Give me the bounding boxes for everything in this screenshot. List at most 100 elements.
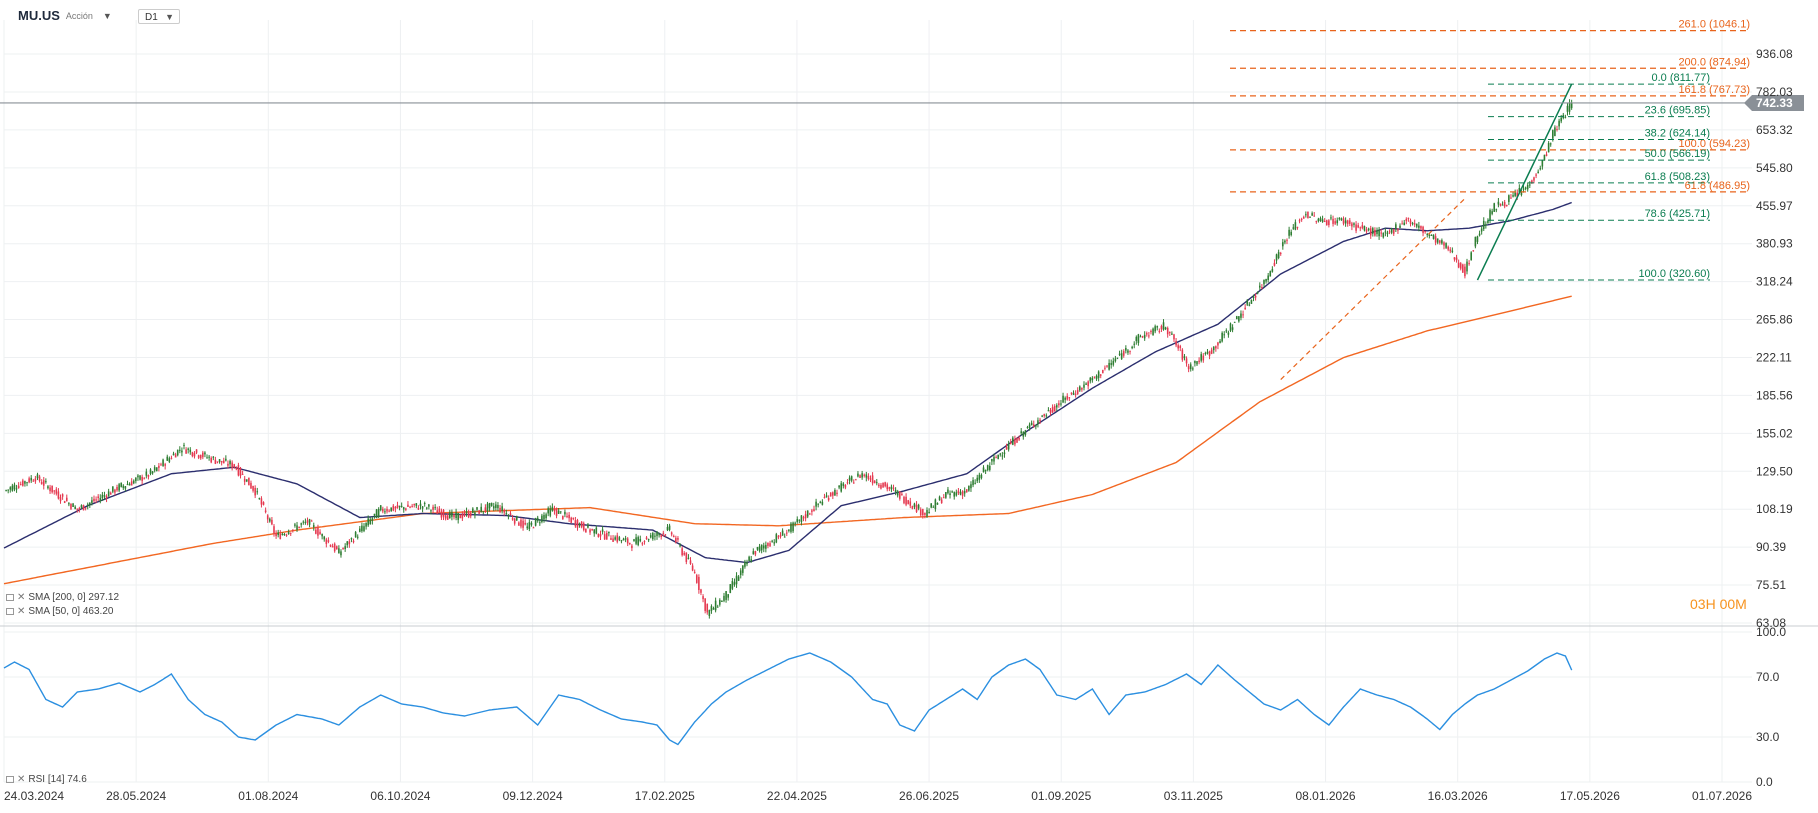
- candle-body: [899, 491, 901, 499]
- candle-body: [1169, 332, 1171, 334]
- candle-body: [296, 525, 298, 530]
- candle-body: [1405, 218, 1408, 222]
- candle-body: [991, 458, 993, 462]
- candle-body: [202, 452, 204, 458]
- candle-body: [706, 604, 709, 613]
- instrument-selector[interactable]: MU.US Acción ▼: [18, 8, 112, 23]
- candle-body: [1231, 327, 1234, 330]
- settings-icon[interactable]: [6, 608, 14, 615]
- candle-body: [662, 532, 665, 534]
- candle-body: [773, 542, 776, 544]
- candle-body: [28, 478, 30, 483]
- settings-icon[interactable]: [6, 776, 14, 783]
- candle-body: [978, 474, 981, 480]
- candle-body: [248, 477, 250, 486]
- candle-body: [530, 522, 533, 525]
- candle-body: [534, 518, 537, 526]
- candle-body: [668, 525, 671, 530]
- x-tick-label: 28.05.2024: [106, 789, 166, 803]
- candle-body: [331, 545, 334, 548]
- candle-body: [120, 482, 123, 487]
- candle-body: [1175, 341, 1177, 346]
- axes: 936.08 782.03 653.32 545.80 455.97 380.93 318.…: [4, 47, 1793, 803]
- candle-body: [1183, 356, 1186, 359]
- candle-body: [825, 495, 828, 498]
- candle-body: [1415, 223, 1418, 227]
- candle-body: [1369, 228, 1372, 236]
- candle-body: [459, 514, 462, 519]
- timer-hours-unit: H: [1705, 596, 1716, 612]
- candle-body: [55, 489, 58, 494]
- candle-body: [1420, 226, 1422, 229]
- candles: [5, 99, 1573, 619]
- candle-body: [1173, 334, 1175, 340]
- candle-body: [197, 455, 200, 458]
- candle-body: [344, 546, 346, 549]
- candle-body: [1240, 313, 1242, 318]
- candle-body: [986, 465, 989, 471]
- candle-body: [310, 520, 313, 522]
- candle-body: [926, 510, 928, 517]
- candle-body: [497, 505, 499, 509]
- settings-icon[interactable]: [6, 594, 14, 601]
- candle-body: [1334, 221, 1336, 224]
- candle-body: [1300, 218, 1303, 220]
- legend-rsi[interactable]: ✕ RSI [14] 74.6: [6, 774, 87, 785]
- candle-body: [532, 527, 535, 529]
- candle-body: [42, 480, 45, 486]
- candle-body: [1566, 105, 1569, 112]
- close-icon[interactable]: ✕: [17, 606, 26, 617]
- candle-body: [1135, 336, 1138, 341]
- fibonacci-tool[interactable]: 261.0 (1046.1) 200.0 (874.94) 161.8 (767.7…: [1230, 19, 1750, 381]
- candle-body: [643, 541, 646, 543]
- y-tick-label: 222.11: [1756, 350, 1792, 364]
- close-icon[interactable]: ✕: [17, 592, 26, 603]
- candle-body: [396, 505, 399, 509]
- candle-body: [633, 539, 635, 542]
- candle-body: [449, 512, 451, 519]
- legend-sma50[interactable]: ✕ SMA [50, 0] 463.20: [6, 606, 113, 617]
- candle-body: [1185, 358, 1188, 364]
- candle-body: [693, 571, 696, 573]
- candle-body: [1102, 370, 1104, 373]
- candle-body: [32, 480, 35, 482]
- candle-body: [91, 500, 93, 503]
- candle-body: [564, 511, 566, 515]
- chevron-down-icon[interactable]: ▼: [102, 10, 112, 21]
- candle-body: [1526, 184, 1529, 190]
- candle-body: [1531, 180, 1533, 184]
- candle-body: [829, 492, 832, 497]
- close-icon[interactable]: ✕: [17, 774, 26, 785]
- candle-body: [356, 536, 359, 538]
- candle-body: [572, 517, 575, 520]
- candle-body: [348, 541, 351, 545]
- candle-body: [444, 515, 447, 519]
- candle-body: [1426, 233, 1429, 235]
- candle-body: [68, 503, 70, 505]
- candle-body: [1317, 218, 1320, 222]
- candle-body: [618, 537, 621, 540]
- sma200-line: [3, 295, 1572, 585]
- fib-retracement-label: 78.6 (425.71): [1645, 208, 1710, 220]
- candle-body: [1302, 216, 1305, 219]
- candle-body: [1286, 239, 1288, 241]
- rsi-y-tick-label: 0.0: [1756, 775, 1773, 789]
- y-tick-label: 90.39: [1756, 540, 1786, 554]
- candle-body: [40, 481, 43, 485]
- timeframe-select[interactable]: D1 ▼: [138, 9, 180, 24]
- candle-body: [1436, 238, 1439, 243]
- candle-body: [1489, 210, 1491, 221]
- candle-body: [746, 562, 748, 565]
- legend-sma200[interactable]: ✕ SMA [200, 0] 297.12: [6, 592, 119, 603]
- x-tick-label: 26.06.2025: [899, 789, 959, 803]
- candle-body: [463, 512, 466, 517]
- candle-body: [271, 519, 273, 525]
- candle-body: [1196, 361, 1198, 365]
- candle-body: [963, 491, 966, 494]
- candle-body: [1397, 228, 1399, 231]
- candle-body: [379, 505, 382, 511]
- candle-body: [809, 513, 811, 515]
- candle-body: [518, 522, 520, 526]
- candle-body: [321, 533, 323, 537]
